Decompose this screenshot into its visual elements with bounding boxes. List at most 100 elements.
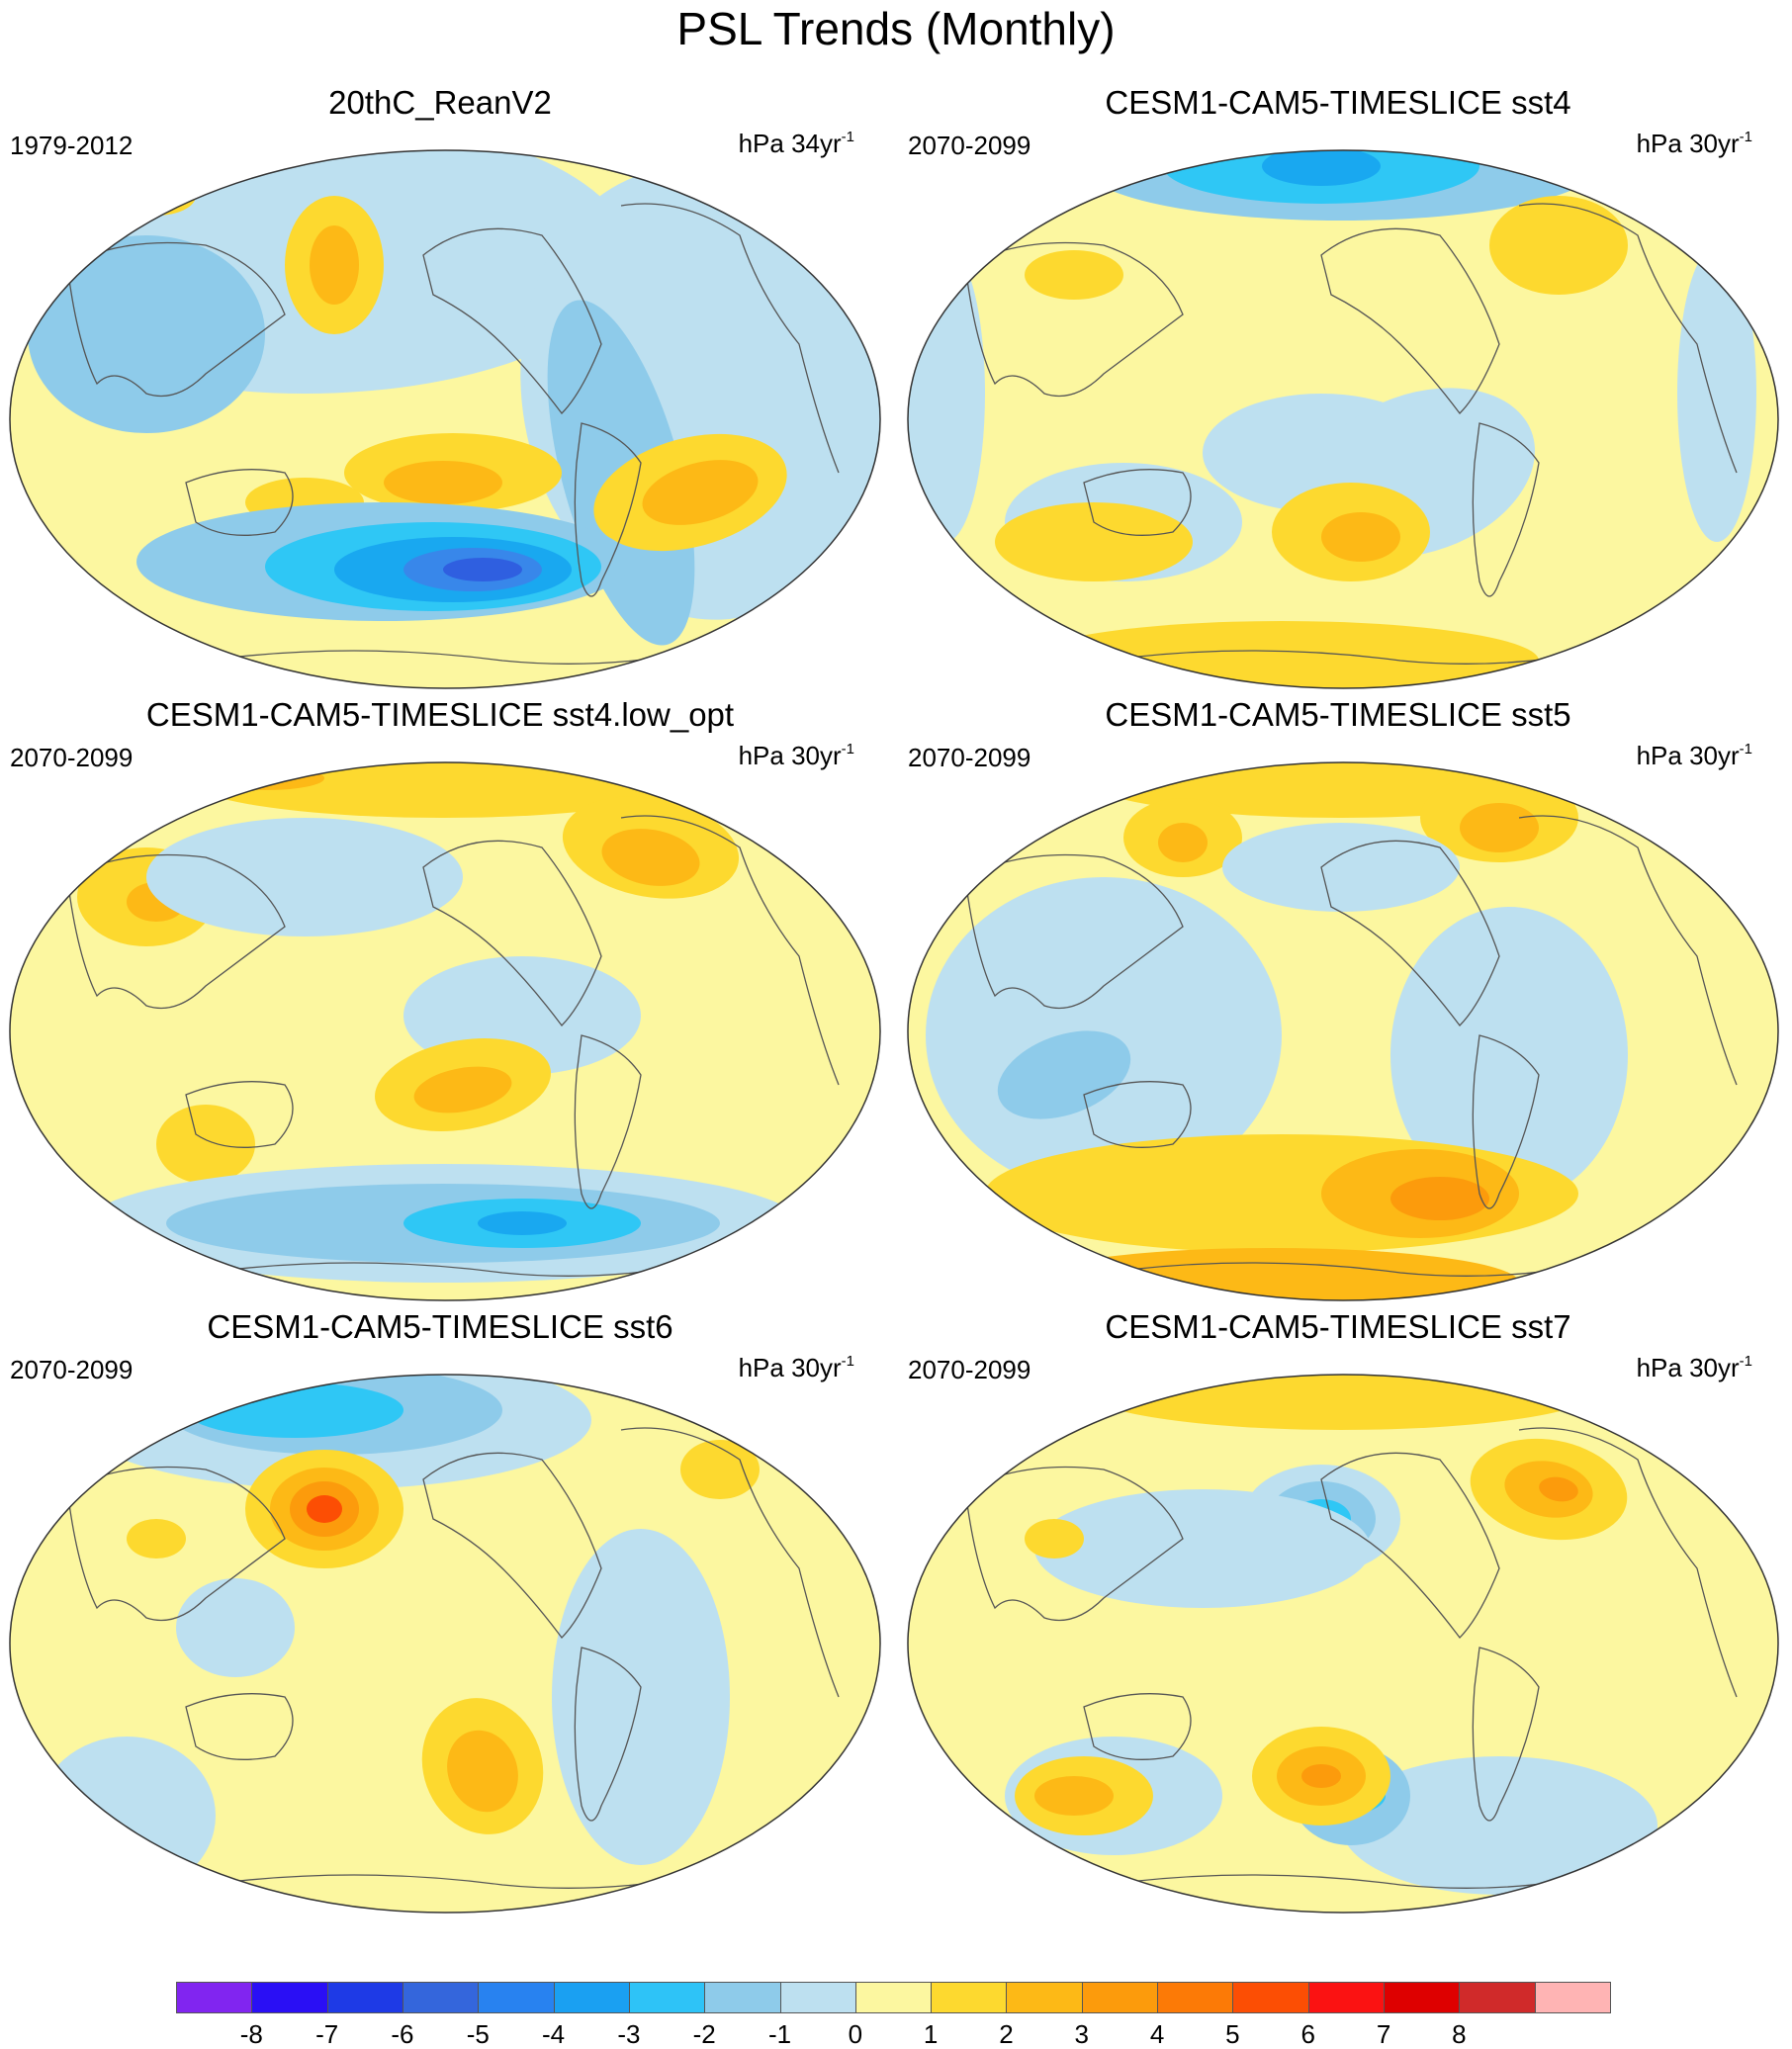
panel-units: hPa 30yr-1 [1636, 1353, 1752, 1382]
coastline [422, 1452, 602, 1639]
colorbar-swatch [1307, 1982, 1386, 2013]
trend-contour [1034, 1489, 1371, 1608]
coastline [1103, 650, 1599, 665]
trend-contour [1539, 1476, 1578, 1502]
coastline [1083, 1081, 1192, 1148]
map-boundary [9, 761, 881, 1301]
map-panel-sst7: CESM1-CAM5-TIMESLICE sst7 2070-2099 hPa 30… [898, 1307, 1779, 1920]
coastline [1083, 1693, 1192, 1760]
colorbar-tick-label: -5 [466, 2019, 490, 2049]
trend-contour [38, 1737, 216, 1895]
coastline [1518, 815, 1738, 1086]
trend-contour [1158, 823, 1208, 862]
trend-contour [310, 225, 359, 305]
panel-units: hPa 34yr-1 [738, 129, 854, 158]
trend-contour [552, 1529, 730, 1865]
map-panel-sst6: CESM1-CAM5-TIMESLICE sst6 2070-2099 hPa 30… [0, 1307, 881, 1920]
panel-title: CESM1-CAM5-TIMESLICE sst6 [207, 1308, 673, 1345]
trend-contour [1390, 1177, 1489, 1220]
robinson-map [9, 761, 881, 1301]
colorbar-tick-label: 0 [848, 2019, 863, 2049]
trend-contour [156, 1105, 255, 1184]
coastline [1472, 422, 1540, 597]
coastline [620, 1427, 840, 1698]
coastline [1320, 840, 1500, 1026]
robinson-map [9, 1374, 881, 1914]
coastline [1472, 1034, 1540, 1209]
coastline [964, 1466, 1184, 1622]
colorbar-swatch [931, 1982, 1008, 2013]
robinson-map [9, 149, 881, 689]
trend-contour [146, 818, 463, 936]
map-panel-sst4: CESM1-CAM5-TIMESLICE sst4 2070-2099 hPa 30… [898, 83, 1779, 696]
colorbar-swatch [854, 1982, 933, 2013]
coastline [185, 469, 294, 536]
colorbar-swatch [628, 1982, 706, 2013]
trend-contour [1034, 1776, 1114, 1816]
colorbar-tick-label: -2 [692, 2019, 716, 2049]
coastline [964, 241, 1184, 398]
trend-contour [1262, 150, 1381, 186]
colorbar-swatch [251, 1982, 328, 2013]
trend-contour [384, 461, 502, 504]
panel-period: 2070-2099 [10, 743, 134, 772]
robinson-map [907, 149, 1779, 689]
map-panel-20thc-reanv2: 20thC_ReanV2 1979-2012 hPa 34yr-1 [0, 83, 881, 696]
trend-contour [413, 1066, 512, 1114]
colorbar-swatch [704, 1982, 781, 2013]
trend-contour [478, 1211, 567, 1235]
robinson-map [907, 761, 1779, 1301]
coastline [1320, 227, 1500, 414]
coastline [66, 1466, 286, 1622]
trend-contour [1460, 803, 1539, 852]
coastline [1518, 1427, 1738, 1698]
panel-units: hPa 30yr-1 [738, 1353, 854, 1382]
colorbar-tick-label: -8 [239, 2019, 263, 2049]
colorbar [176, 1982, 1611, 2013]
colorbar-tick-label: 8 [1452, 2019, 1467, 2049]
map-boundary [9, 1374, 881, 1914]
colorbar-swatch [553, 1982, 630, 2013]
coastline [574, 422, 642, 597]
colorbar-swatch [1157, 1982, 1234, 2013]
colorbar-tick-label: -4 [542, 2019, 566, 2049]
colorbar-swatch [779, 1982, 856, 2013]
coastline [620, 815, 840, 1086]
colorbar-swatch [1081, 1982, 1159, 2013]
colorbar-tick-label: -3 [617, 2019, 641, 2049]
colorbar-tick-label: 2 [999, 2019, 1014, 2049]
colorbar-tick-label: -1 [767, 2019, 792, 2049]
trend-contour [1025, 250, 1123, 300]
trend-contour [443, 558, 522, 581]
coastline [66, 241, 286, 398]
map-panel-sst4-low-opt: CESM1-CAM5-TIMESLICE sst4.low_opt 2070-20… [0, 695, 881, 1308]
coastline [185, 1081, 294, 1148]
trend-contour [997, 1030, 1131, 1119]
panel-period: 2070-2099 [908, 131, 1031, 160]
trend-contour [117, 176, 196, 216]
panel-units: hPa 30yr-1 [1636, 741, 1752, 770]
coastline [185, 1693, 294, 1760]
trend-contour [1677, 245, 1756, 542]
colorbar-swatch [402, 1982, 480, 2013]
trend-contour [1025, 1519, 1084, 1559]
coastline [1472, 1647, 1540, 1822]
panel-title: CESM1-CAM5-TIMESLICE sst5 [1105, 696, 1571, 733]
map-boundary [907, 149, 1779, 689]
coastline [205, 650, 701, 665]
colorbar-tick-label: 3 [1074, 2019, 1090, 2049]
coastline [620, 203, 840, 474]
trend-contour [1084, 1375, 1598, 1430]
colorbar-swatch [1232, 1982, 1309, 2013]
trend-contour [601, 829, 700, 886]
trend-contour [642, 460, 759, 525]
map-boundary [907, 1374, 1779, 1914]
coastline [574, 1034, 642, 1209]
figure-title: PSL Trends (Monthly) [676, 3, 1116, 54]
panel-title: 20thC_ReanV2 [328, 84, 552, 121]
trend-contour [1222, 823, 1460, 912]
trend-contour [28, 235, 265, 433]
panel-period: 2070-2099 [908, 743, 1031, 772]
map-boundary [907, 761, 1779, 1301]
trend-contour [307, 1495, 342, 1523]
